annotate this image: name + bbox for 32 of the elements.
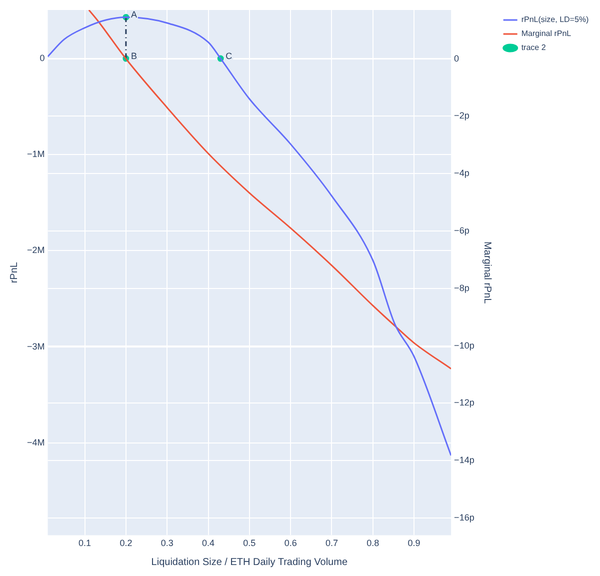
data-label: C: [226, 51, 233, 62]
x-axis-title: Liquidation Size / ETH Daily Trading Volume: [151, 556, 348, 568]
x-tick-label: 0.9: [408, 538, 420, 548]
y2-tick-label: −4p: [454, 168, 470, 178]
y2-tick-label: −12p: [454, 398, 474, 408]
y2-tick-label: −8p: [454, 282, 470, 293]
x-tick-label: 0.8: [366, 538, 380, 548]
y-tick-label: −3M: [26, 341, 45, 352]
y-tick-label: 0: [40, 53, 45, 64]
data-label: B: [130, 51, 137, 62]
legend-label: trace 2: [521, 43, 546, 52]
y-tick-label: −2M: [26, 245, 45, 256]
x-tick-label: 0.6: [284, 538, 297, 548]
y-axis-title: rPnL: [8, 262, 20, 284]
y2-tick-label: −10p: [454, 340, 474, 350]
y2-tick-label: −16p: [454, 512, 474, 522]
y-tick-label: −4M: [26, 437, 45, 448]
legend-label: rPnL(size, LD=5%): [521, 15, 590, 24]
y2-tick-label: 0: [454, 53, 460, 64]
y2-tick-label: −6p: [454, 225, 470, 236]
x-tick-label: 0.4: [202, 538, 215, 548]
x-tick-label: 0.5: [243, 538, 256, 548]
y2-tick-label: −2p: [454, 110, 470, 121]
x-tick-label: 0.7: [325, 538, 338, 548]
data-label: A: [130, 10, 137, 20]
y2-tick-label: −14p: [454, 455, 474, 466]
legend-label: Marginal rPnL: [521, 29, 572, 38]
x-tick-label: 0.1: [78, 538, 92, 548]
x-tick-label: 0.2: [120, 538, 132, 548]
y2-axis-title: Marginal rPnL: [482, 241, 493, 304]
x-tick-label: 0.3: [160, 538, 174, 548]
y-tick-label: −1M: [26, 149, 45, 160]
